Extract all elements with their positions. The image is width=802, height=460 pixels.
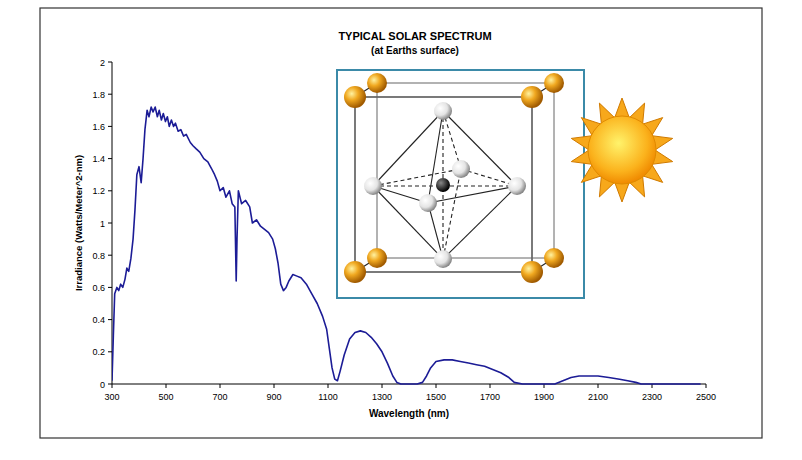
tick-mark xyxy=(108,94,112,95)
atom xyxy=(521,261,543,283)
tick-label: 0.2 xyxy=(92,347,105,357)
y-axis-title: Irradiance (Watts/Meter^2-nm) xyxy=(73,155,84,291)
tick-label: 1 xyxy=(100,219,105,229)
atom xyxy=(367,73,387,93)
tick-mark xyxy=(108,287,112,288)
tick-mark xyxy=(112,384,113,388)
tick-label: 1900 xyxy=(534,392,554,402)
tick-label: 0.6 xyxy=(92,283,105,293)
atom xyxy=(452,160,470,178)
tick-label: 1500 xyxy=(426,392,446,402)
tick-mark xyxy=(382,384,383,388)
tick-mark xyxy=(706,384,707,388)
tick-label: 700 xyxy=(212,392,227,402)
subtitle: (at Earths surface) xyxy=(371,45,459,56)
title: TYPICAL SOLAR SPECTRUM xyxy=(338,30,491,42)
y-axis-line xyxy=(112,62,113,384)
tick-label: 2500 xyxy=(696,392,716,402)
tick-mark xyxy=(436,384,437,388)
tick-mark xyxy=(108,158,112,159)
atom xyxy=(521,86,543,108)
tick-label: 300 xyxy=(104,392,119,402)
tick-label: 1.8 xyxy=(92,90,105,100)
tick-mark xyxy=(108,319,112,320)
tick-mark xyxy=(108,255,112,256)
tick-label: 900 xyxy=(266,392,281,402)
atom xyxy=(434,102,452,120)
tick-label: 2300 xyxy=(642,392,662,402)
y-axis: 0 0.2 0.4 0.6 0.8 1 1.2 1.4 1.6 1.8 2 xyxy=(92,58,112,390)
tick-mark xyxy=(490,384,491,388)
x-axis: 300 500 700 900 1100 1300 1500 1700 1900 2100 2300… xyxy=(104,384,716,402)
tick-label: 2100 xyxy=(588,392,608,402)
tick-label: 1.2 xyxy=(92,186,105,196)
atom xyxy=(436,178,450,192)
tick-mark xyxy=(598,384,599,388)
tick-label: 0.4 xyxy=(92,315,105,325)
atom xyxy=(508,177,526,195)
tick-label: 500 xyxy=(158,392,173,402)
tick-mark xyxy=(108,190,112,191)
tick-mark xyxy=(108,62,112,63)
atom xyxy=(544,248,564,268)
sun-icon xyxy=(571,98,672,202)
atom xyxy=(544,73,564,93)
tick-label: 1700 xyxy=(480,392,500,402)
atom xyxy=(419,194,437,212)
inset-frame xyxy=(337,70,584,298)
tick-mark xyxy=(108,384,112,385)
tick-mark xyxy=(108,223,112,224)
atom xyxy=(344,261,366,283)
tick-mark xyxy=(108,126,112,127)
tick-mark xyxy=(108,351,112,352)
bond xyxy=(443,186,517,259)
bond xyxy=(443,111,461,169)
bond xyxy=(443,111,517,186)
bond xyxy=(373,186,443,259)
tick-mark xyxy=(328,384,329,388)
x-axis-title: Wavelength (nm) xyxy=(369,408,449,419)
atom xyxy=(344,86,366,108)
tick-label: 1100 xyxy=(318,392,337,402)
tick-label: 1.6 xyxy=(92,122,105,132)
tick-mark xyxy=(166,384,167,388)
cube-face xyxy=(377,83,554,258)
tick-mark xyxy=(220,384,221,388)
atom xyxy=(364,177,382,195)
cube-face xyxy=(355,97,532,272)
crystal-inset xyxy=(337,70,584,298)
tick-label: 1300 xyxy=(372,392,392,402)
tick-label: 2 xyxy=(100,58,105,68)
tick-label: 0.8 xyxy=(92,251,105,261)
chart: TYPICAL SOLAR SPECTRUM (at Earths surface… xyxy=(0,0,802,460)
tick-label: 0 xyxy=(100,380,105,390)
sun-rays xyxy=(571,98,672,202)
tick-label: 1.4 xyxy=(92,154,105,164)
atom xyxy=(367,248,387,268)
atom xyxy=(434,250,452,268)
tick-mark xyxy=(274,384,275,388)
frame xyxy=(40,8,762,438)
sun-disc xyxy=(588,116,656,184)
